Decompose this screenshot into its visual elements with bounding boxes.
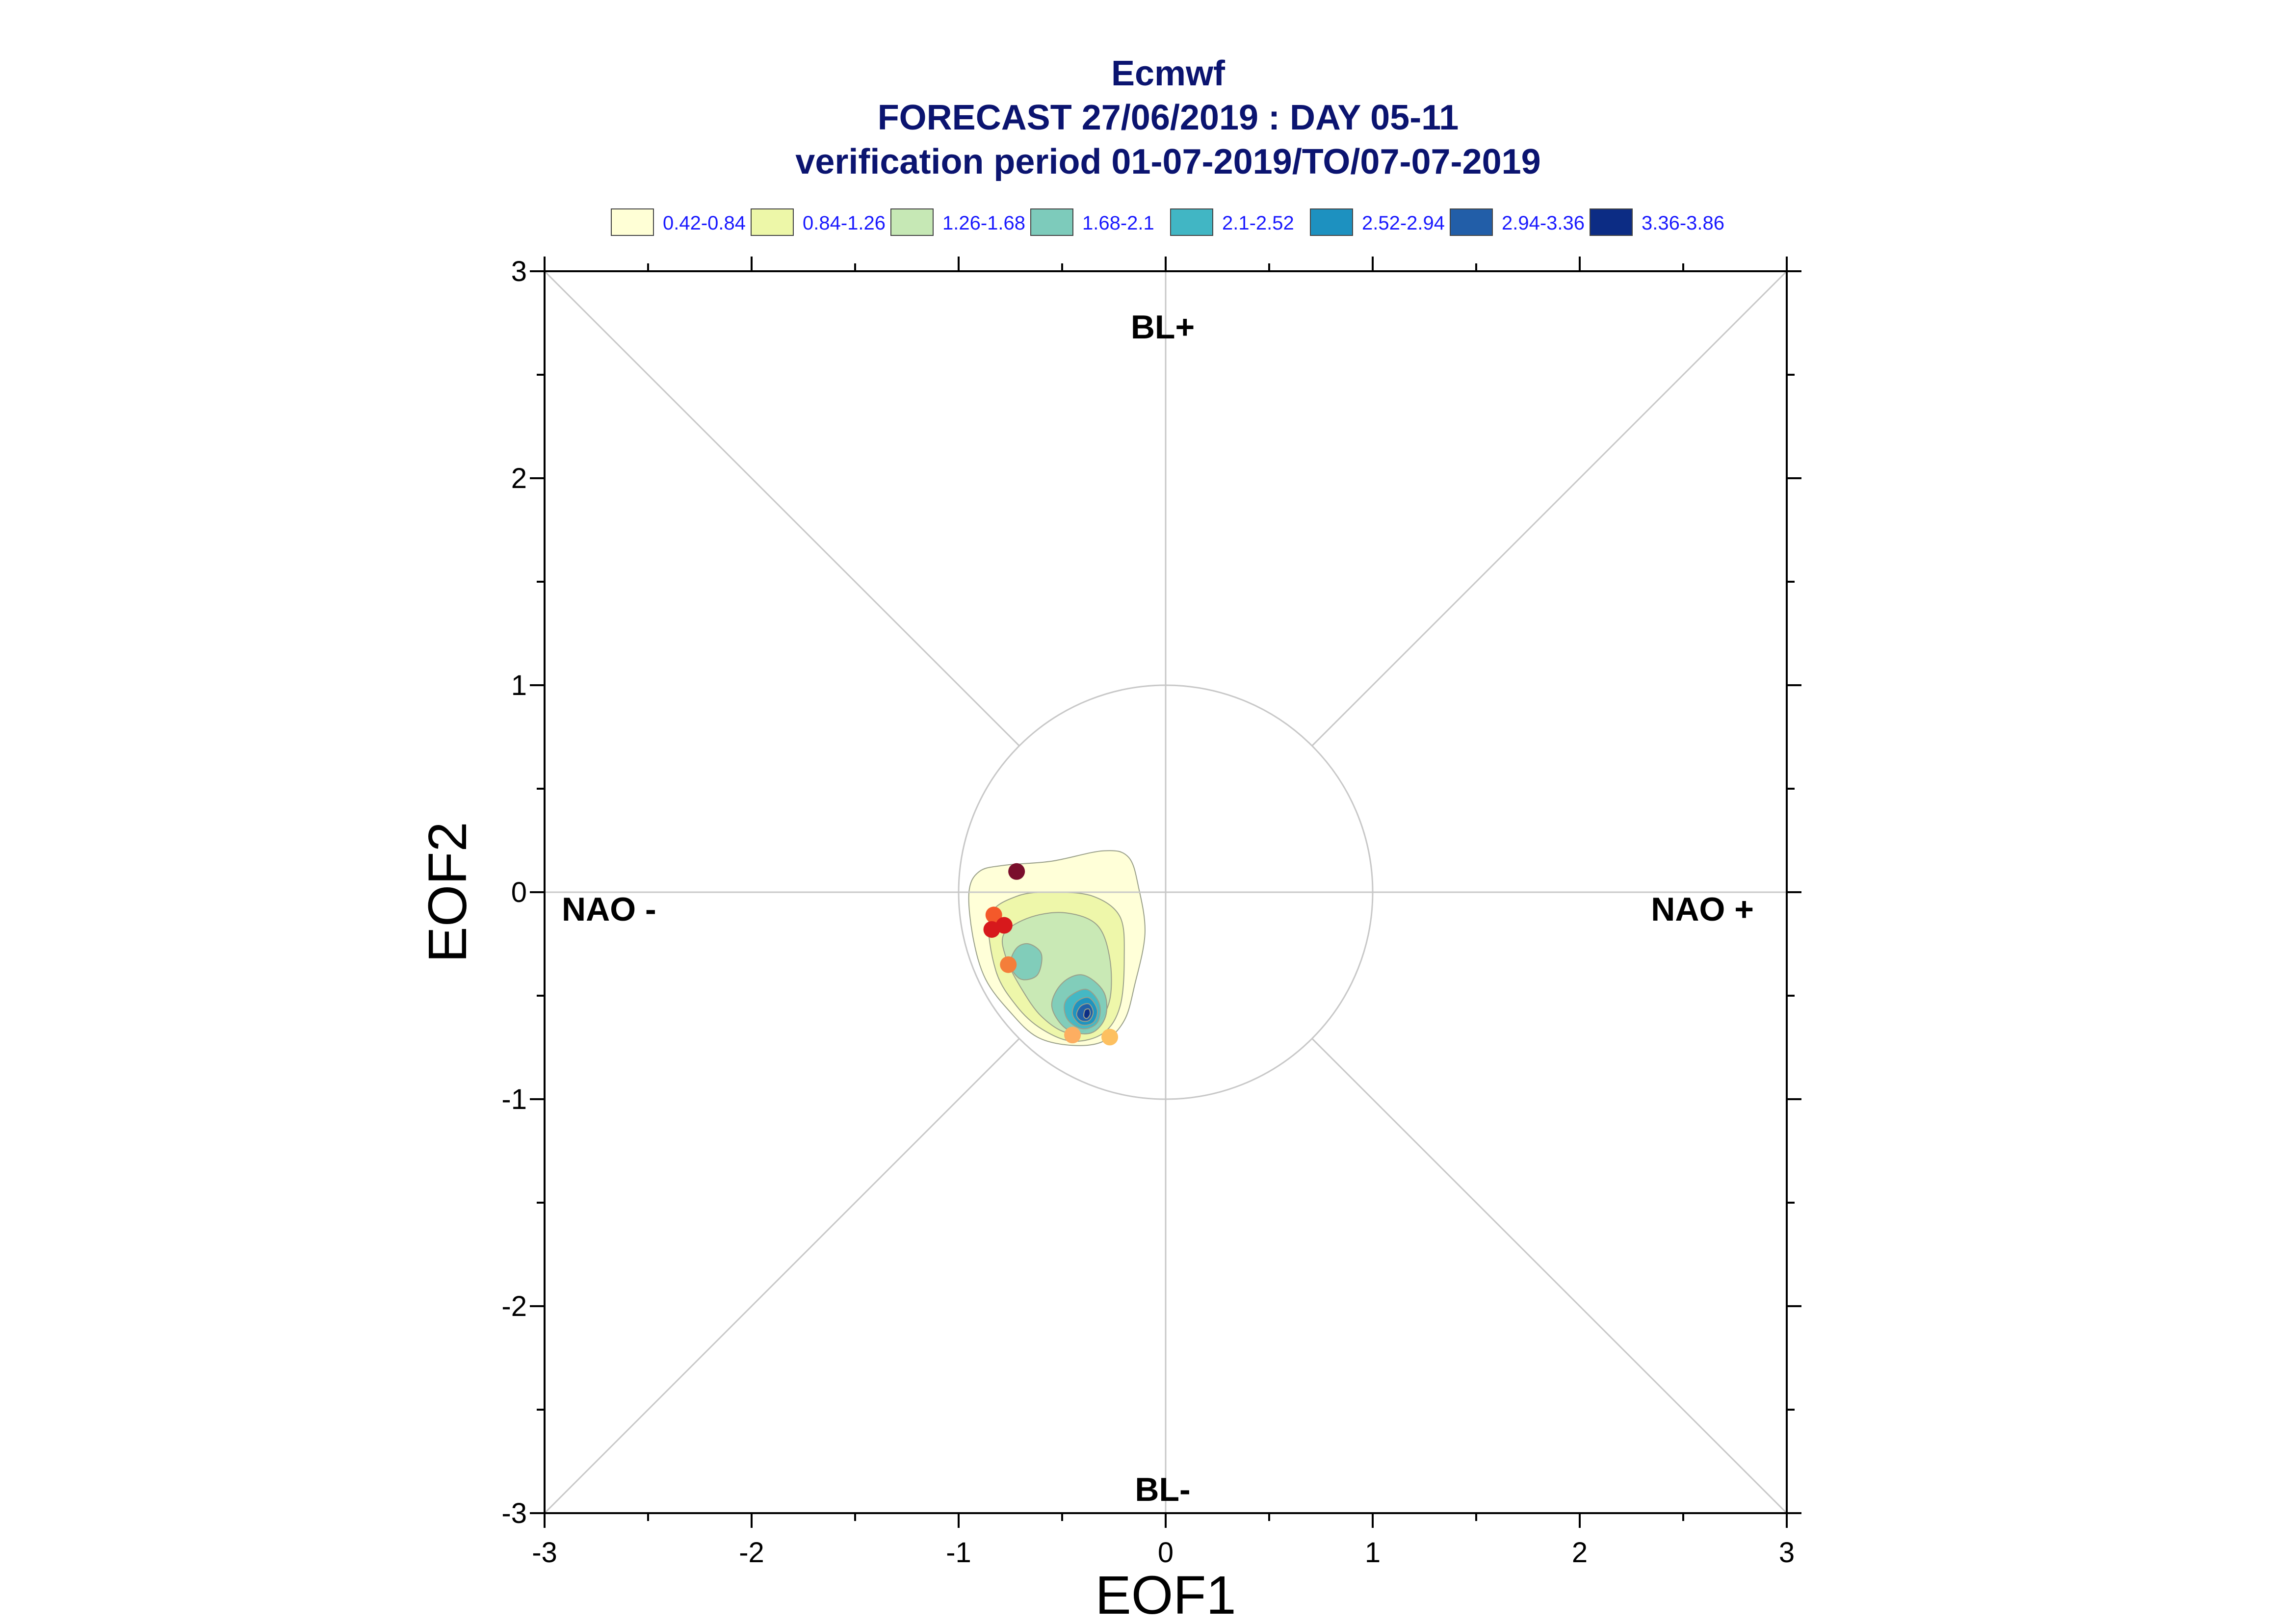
y-tick-label: 3 [511, 256, 527, 287]
y-tick-label: -2 [501, 1290, 527, 1322]
title-line-1: Ecmwf [1111, 54, 1226, 93]
legend-label: 1.68-2.1 [1082, 212, 1154, 234]
x-tick-label: 3 [1779, 1537, 1795, 1569]
diagonal-line [544, 270, 1020, 747]
diagonal-line [1311, 1038, 1788, 1514]
plot-axes: -3 -2 -1 0 1 2 3 -3 -2 -1 0 1 2 3 EOF1 EOF2 [417, 256, 1801, 1624]
legend-label: 1.26-1.68 [942, 212, 1026, 234]
forecast-point [995, 917, 1013, 934]
x-tick-label: 1 [1365, 1537, 1381, 1569]
unit-circle [958, 684, 1374, 1100]
legend-label: 2.1-2.52 [1222, 212, 1294, 234]
regime-labels: BL+ BL- NAO - NAO + [562, 309, 1754, 1508]
regime-label-nao-minus: NAO - [562, 891, 656, 928]
y-tick-label: -3 [501, 1497, 527, 1529]
x-tick-label: 2 [1572, 1537, 1588, 1569]
legend-label: 0.42-0.84 [663, 212, 746, 234]
legend-swatch [611, 208, 654, 236]
x-axis-title: EOF1 [1095, 1565, 1236, 1624]
density-contour [1083, 1008, 1091, 1019]
x-tick-label: 0 [1158, 1537, 1174, 1569]
x-tick-label: -1 [946, 1537, 971, 1569]
title-line-2: FORECAST 27/06/2019 : DAY 05-11 [877, 98, 1459, 137]
y-tick-label: 1 [511, 670, 527, 701]
y-tick-label: 0 [511, 876, 527, 908]
legend-swatch [1030, 208, 1073, 236]
y-axis-title: EOF2 [417, 822, 478, 962]
plot-grid [544, 270, 1788, 1514]
legend-swatch [1170, 208, 1213, 236]
forecast-point [985, 906, 1002, 924]
title-line-3: verification period 01-07-2019/TO/07-07-… [795, 142, 1541, 181]
legend-swatch [1310, 208, 1353, 236]
forecast-point [1008, 863, 1025, 880]
legend-swatch [1450, 208, 1493, 236]
diagonal-line [544, 1038, 1020, 1514]
legend-swatch [1590, 208, 1633, 236]
legend-swatch [751, 208, 794, 236]
forecast-point [1000, 956, 1017, 973]
chart-title: Ecmwf FORECAST 27/06/2019 : DAY 05-11 ve… [0, 52, 2295, 184]
x-tick-label: -3 [532, 1537, 557, 1569]
legend-label: 3.36-3.86 [1642, 212, 1725, 234]
forecast-point [1101, 1029, 1119, 1046]
legend-swatch [890, 208, 934, 236]
legend-label: 0.84-1.26 [803, 212, 886, 234]
density-contours [968, 850, 1146, 1046]
legend-label: 2.94-3.36 [1502, 212, 1585, 234]
forecast-points [983, 863, 1119, 1046]
y-tick-label: 2 [511, 463, 527, 494]
regime-label-bl-minus: BL- [1135, 1471, 1190, 1508]
legend-label: 2.52-2.94 [1362, 212, 1445, 234]
forecast-point [1064, 1027, 1081, 1044]
regime-label-nao-plus: NAO + [1651, 891, 1754, 928]
regime-label-bl-plus: BL+ [1131, 309, 1195, 346]
y-tick-label: -1 [501, 1083, 527, 1115]
x-tick-label: -2 [739, 1537, 764, 1569]
diagonal-line [1311, 270, 1788, 747]
